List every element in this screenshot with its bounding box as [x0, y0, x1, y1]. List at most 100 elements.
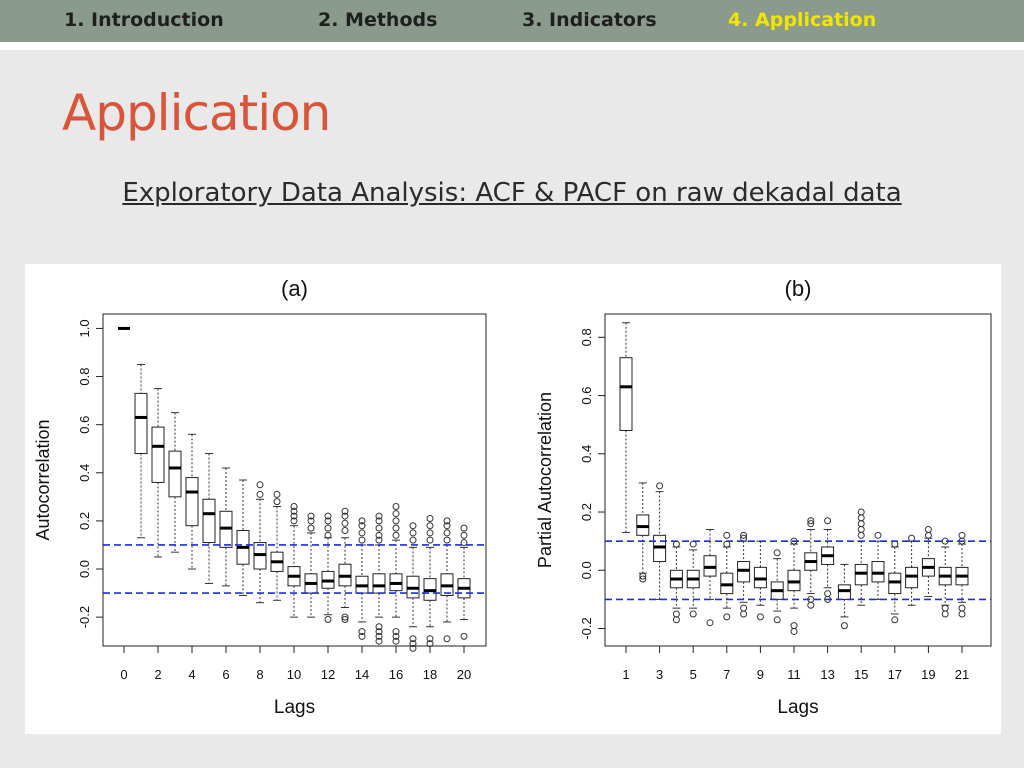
outlier-point	[409, 635, 417, 643]
y-tick-label: -0.2	[579, 617, 594, 639]
outlier-point	[723, 540, 731, 548]
outlier-point	[375, 524, 383, 532]
outlier-point	[358, 632, 366, 640]
plot-frame	[604, 313, 992, 647]
box-lag-8	[737, 531, 751, 618]
nav-divider	[0, 42, 1024, 50]
outlier-point	[409, 644, 417, 652]
x-tick-label: 8	[256, 667, 263, 682]
nav-item-methods[interactable]: 2. Methods	[318, 9, 438, 31]
outlier-point	[426, 640, 434, 648]
outlier-point	[273, 490, 281, 498]
outlier-point	[256, 481, 264, 489]
outlier-point	[426, 536, 434, 544]
panel-label: (a)	[281, 276, 308, 301]
chart-panel-b: (b) -0.2 0.0 0.2 0.4 0.6 0.8 Partial Autocorrel…	[535, 276, 992, 718]
box-lag-21	[955, 531, 969, 618]
outlier-point	[443, 635, 451, 643]
box-lag-2	[151, 388, 165, 558]
outlier-point	[375, 512, 383, 520]
box-lag-5	[686, 540, 700, 618]
outlier-point	[426, 635, 434, 643]
outlier-point	[426, 522, 434, 530]
outlier-point	[392, 628, 400, 636]
box-lag-14	[837, 563, 851, 630]
box-lag-5	[202, 453, 216, 584]
box-lag-10	[287, 502, 301, 618]
box-lag-7	[236, 479, 250, 596]
outlier-point	[392, 531, 400, 539]
outlier-point	[324, 531, 332, 539]
box-lag-17	[406, 522, 420, 652]
outlier-point	[392, 524, 400, 532]
outlier-point	[341, 507, 349, 515]
box-lag-16	[389, 502, 403, 645]
chart-panel-a: (a) -0.2 0.0 0.2 0.4 0.6 0.8 1.0 Autocorrelation…	[33, 276, 487, 718]
y-tick-label: 0.8	[579, 328, 594, 346]
outlier-point	[941, 604, 949, 612]
outlier-point	[375, 536, 383, 544]
top-navigation-bar: 1. Introduction 2. Methods 3. Indicators…	[0, 0, 1024, 42]
nav-item-indicators[interactable]: 3. Indicators	[522, 9, 657, 31]
outlier-point	[460, 524, 468, 532]
x-tick-label: 9	[757, 667, 764, 682]
outlier-point	[392, 517, 400, 525]
x-tick-label: 6	[222, 667, 229, 682]
nav-item-introduction[interactable]: 1. Introduction	[64, 9, 224, 31]
outlier-point	[639, 575, 647, 583]
outlier-point	[740, 531, 748, 539]
outlier-point	[958, 604, 966, 612]
outlier-point	[375, 531, 383, 539]
box-lag-12	[804, 517, 818, 609]
outlier-point	[857, 514, 865, 522]
box-lag-2	[636, 482, 650, 583]
outlier-point	[857, 508, 865, 516]
outlier-point	[924, 531, 932, 539]
outlier-point	[324, 616, 332, 624]
outlier-point	[358, 529, 366, 537]
x-tick-label: 7	[723, 667, 730, 682]
outlier-point	[891, 540, 899, 548]
outlier-point	[773, 616, 781, 624]
outlier-point	[409, 529, 417, 537]
outlier-point	[375, 637, 383, 645]
boxplot-figure: (a) -0.2 0.0 0.2 0.4 0.6 0.8 1.0 Autocorrelation…	[33, 276, 992, 718]
outlier-point	[409, 536, 417, 544]
outlier-point	[443, 536, 451, 544]
box-lag-3	[168, 412, 182, 553]
y-tick-label: 0.2	[77, 512, 92, 530]
outlier-point	[891, 616, 899, 624]
box-lag-12	[321, 512, 335, 624]
box-lag-10	[770, 549, 784, 624]
outlier-point	[908, 534, 916, 542]
x-tick-label: 14	[355, 667, 369, 682]
x-tick-label: 19	[921, 667, 935, 682]
x-axis-label: Lags	[274, 697, 315, 718]
x-tick-label: 4	[188, 667, 195, 682]
outlier-point	[689, 610, 697, 618]
outlier-point	[807, 520, 815, 528]
nav-item-application[interactable]: 4. Application	[728, 9, 877, 31]
box-lag-7	[720, 531, 734, 621]
x-tick-label: 3	[656, 667, 663, 682]
outlier-point	[392, 637, 400, 645]
outlier-point	[958, 531, 966, 539]
x-tick-label: 18	[423, 667, 437, 682]
outlier-point	[324, 512, 332, 520]
outlier-point	[790, 627, 798, 635]
outlier-point	[426, 514, 434, 522]
slide-subtitle: Exploratory Data Analysis: ACF & PACF on…	[122, 178, 902, 208]
box-lag-4	[185, 433, 199, 570]
outlier-point	[290, 502, 298, 510]
y-tick-label: 0.0	[77, 560, 92, 578]
outlier-point	[756, 613, 764, 621]
outlier-point	[672, 616, 680, 624]
outlier-point	[358, 628, 366, 636]
y-tick-label: 0.4	[77, 464, 92, 482]
outlier-point	[740, 610, 748, 618]
box-lag-15	[854, 508, 868, 606]
outlier-point	[307, 517, 315, 525]
y-axis-label: Autocorrelation	[33, 419, 53, 540]
y-tick-label: 0.6	[77, 416, 92, 434]
outlier-point	[341, 616, 349, 624]
